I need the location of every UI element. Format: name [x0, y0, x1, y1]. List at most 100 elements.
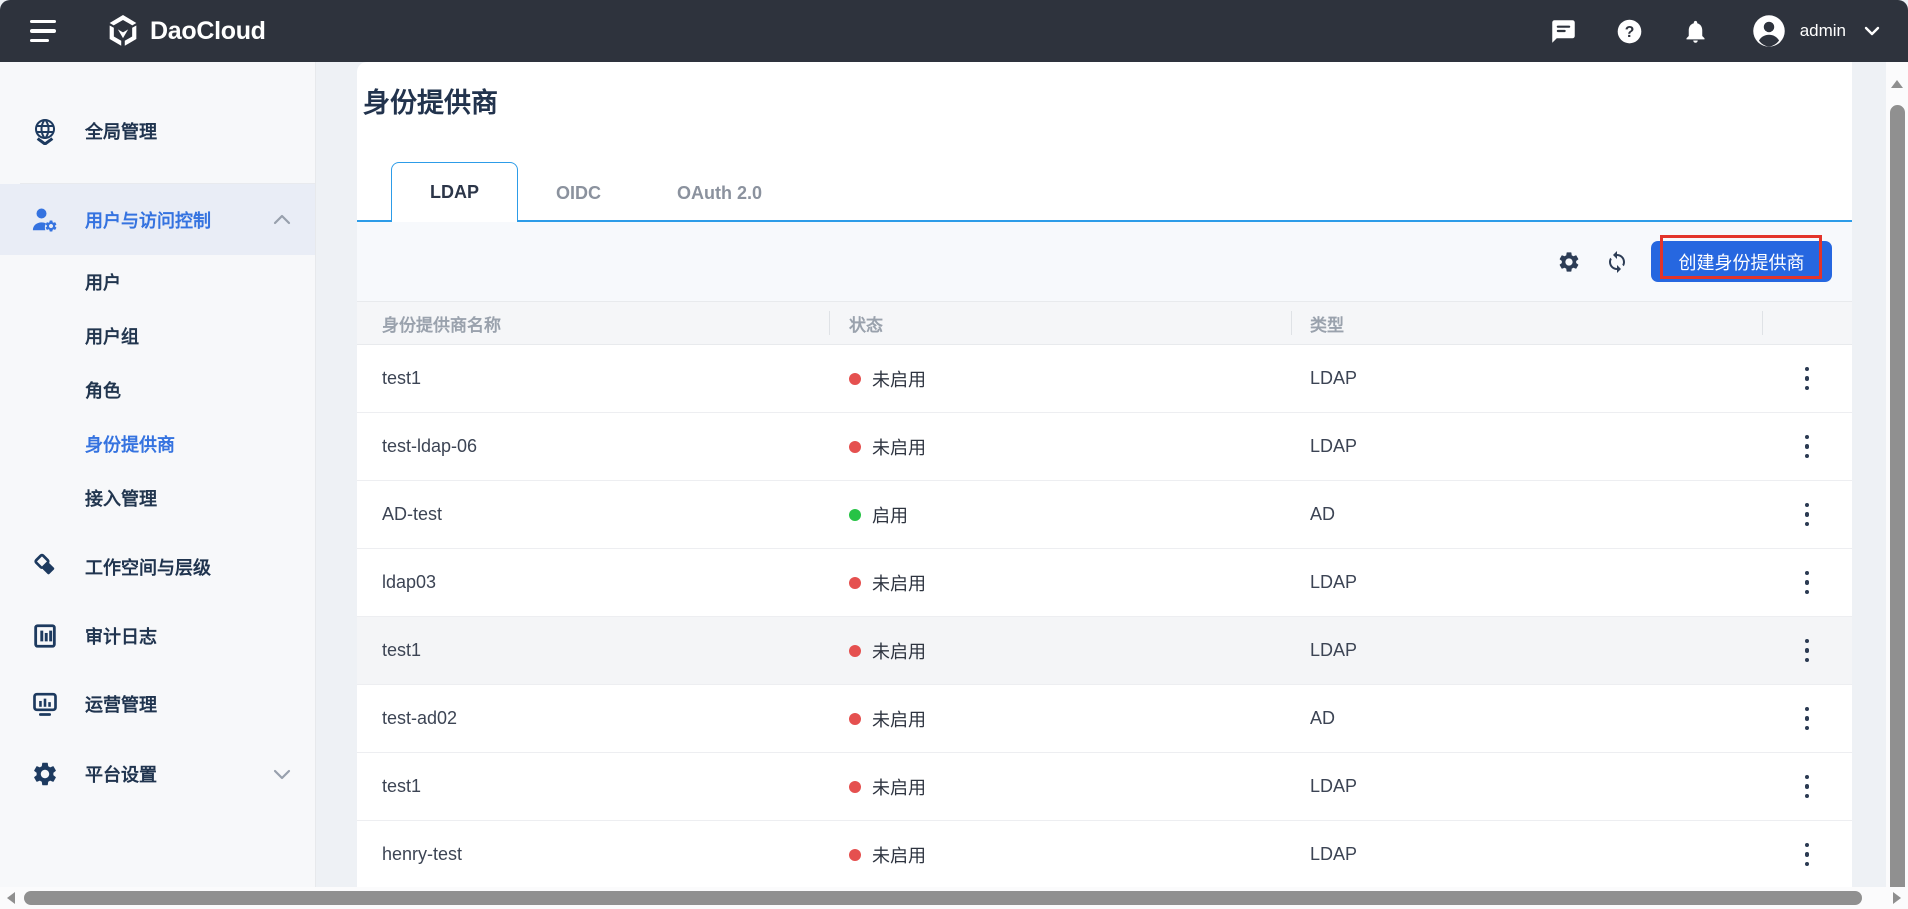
kebab-menu-icon[interactable]: [1799, 565, 1816, 601]
workspace-icon: [30, 553, 60, 581]
kebab-menu-icon[interactable]: [1799, 361, 1816, 397]
create-identity-provider-button[interactable]: 创建身份提供商: [1651, 241, 1832, 282]
topbar-actions: ? admin: [1550, 13, 1880, 49]
brand-logo: DaoCloud: [107, 13, 266, 49]
kebab-menu-icon[interactable]: [1799, 429, 1816, 465]
table-header: 身份提供商名称 状态 类型: [357, 301, 1852, 345]
kebab-menu-icon[interactable]: [1799, 701, 1816, 737]
chevron-up-icon: [273, 214, 291, 225]
status-dot: [849, 780, 861, 793]
table-row[interactable]: test1 未启用 LDAP: [357, 753, 1852, 821]
sidebar-item-label: 身份提供商: [85, 435, 175, 455]
table-toolbar: 创建身份提供商: [357, 222, 1852, 301]
sidebar-item-access-management[interactable]: 接入管理: [0, 471, 315, 525]
kebab-menu-icon[interactable]: [1799, 769, 1816, 805]
sidebar-divider: [20, 183, 315, 184]
status-label: 未启用: [872, 573, 926, 594]
provider-name: test-ldap-06: [382, 436, 478, 456]
status-dot: [849, 440, 861, 453]
user-menu[interactable]: admin: [1751, 13, 1880, 49]
svg-text:?: ?: [1624, 24, 1634, 41]
refresh-button[interactable]: [1605, 250, 1629, 274]
table-row[interactable]: test1 未启用 LDAP: [357, 617, 1852, 685]
table-row[interactable]: test-ad02 未启用 AD: [357, 685, 1852, 753]
scroll-right-arrow-icon[interactable]: [1893, 892, 1901, 904]
sidebar-item-label: 平台设置: [85, 765, 157, 785]
provider-type: LDAP: [1310, 436, 1358, 456]
status-label: 未启用: [872, 777, 926, 798]
sidebar-item-label: 角色: [85, 381, 121, 401]
sidebar-item-identity-providers[interactable]: 身份提供商: [0, 417, 315, 471]
sidebar-item-audit-logs[interactable]: 审计日志: [0, 608, 315, 664]
table-row[interactable]: ldap03 未启用 LDAP: [357, 549, 1852, 617]
chat-icon: [1551, 19, 1575, 43]
globe-icon: [30, 117, 60, 145]
status-label: 未启用: [872, 641, 926, 662]
sidebar-item-global-management[interactable]: 全局管理: [0, 100, 315, 162]
sidebar-item-label: 全局管理: [85, 122, 157, 142]
gear-icon: [1559, 251, 1579, 272]
scroll-up-arrow-icon[interactable]: [1891, 80, 1903, 88]
tab-ldap[interactable]: LDAP: [391, 162, 518, 222]
kebab-menu-icon[interactable]: [1799, 837, 1816, 873]
status-label: 未启用: [872, 437, 926, 458]
provider-name: test1: [382, 776, 422, 796]
provider-type: AD: [1310, 708, 1336, 728]
table-row[interactable]: test-ldap-06 未启用 LDAP: [357, 413, 1852, 481]
provider-type: LDAP: [1310, 368, 1358, 388]
notifications-button[interactable]: [1682, 18, 1709, 45]
chat-button[interactable]: [1550, 18, 1577, 45]
avatar-icon: [1751, 13, 1787, 49]
column-header-type: 类型: [1291, 302, 1762, 344]
sidebar-item-label: 运营管理: [85, 695, 157, 715]
sidebar-item-users[interactable]: 用户: [0, 255, 315, 309]
horizontal-scrollbar-thumb[interactable]: [24, 891, 1862, 905]
provider-type: LDAP: [1310, 776, 1358, 796]
audit-log-icon: [30, 622, 60, 650]
tab-oauth-2-0[interactable]: OAuth 2.0: [677, 182, 763, 203]
sidebar-item-label: 工作空间与层级: [85, 558, 211, 578]
table-row[interactable]: AD-test 启用 AD: [357, 481, 1852, 549]
sidebar-item-label: 用户: [85, 273, 121, 293]
page-title: 身份提供商: [363, 88, 498, 118]
sidebar-item-user-groups[interactable]: 用户组: [0, 309, 315, 363]
sidebar-item-platform-settings[interactable]: 平台设置: [0, 746, 315, 802]
bell-icon: [1686, 20, 1705, 43]
sidebar-item-users-access-control[interactable]: 用户与访问控制: [0, 184, 315, 255]
provider-name: henry-test: [382, 844, 463, 864]
status-dot: [849, 644, 861, 657]
provider-name: test-ad02: [382, 708, 458, 728]
vertical-scrollbar[interactable]: [1886, 62, 1908, 887]
refresh-icon: [1609, 250, 1625, 273]
provider-type: AD: [1310, 504, 1336, 524]
vertical-scrollbar-thumb[interactable]: [1890, 105, 1905, 887]
horizontal-scrollbar[interactable]: [0, 887, 1908, 909]
sidebar-item-workspace-hierarchy[interactable]: 工作空间与层级: [0, 539, 315, 595]
status-dot: [849, 508, 861, 521]
column-header-actions: [1762, 302, 1852, 344]
tab-oidc[interactable]: OIDC: [556, 182, 601, 203]
help-icon: ?: [1617, 19, 1641, 43]
sidebar-item-roles[interactable]: 角色: [0, 363, 315, 417]
sidebar-item-label: 审计日志: [85, 627, 157, 647]
kebab-menu-icon[interactable]: [1799, 633, 1816, 669]
chevron-down-icon: [1864, 26, 1880, 36]
scroll-left-arrow-icon[interactable]: [7, 892, 15, 904]
topbar: DaoCloud ?: [0, 0, 1908, 62]
help-button[interactable]: ?: [1616, 18, 1643, 45]
provider-name: test1: [382, 640, 422, 660]
provider-name: test1: [382, 368, 422, 388]
sidebar-item-label: 接入管理: [85, 489, 157, 509]
status-dot: [849, 848, 861, 861]
table-settings-button[interactable]: [1557, 250, 1581, 274]
status-label: 未启用: [872, 709, 926, 730]
sidebar-item-operations-management[interactable]: 运营管理: [0, 676, 315, 732]
kebab-menu-icon[interactable]: [1799, 497, 1816, 533]
status-label: 未启用: [872, 845, 926, 866]
table-row[interactable]: test1 未启用 LDAP: [357, 345, 1852, 413]
status-dot: [849, 712, 861, 725]
brand-name: DaoCloud: [150, 16, 266, 45]
hamburger-menu-icon[interactable]: [30, 20, 58, 42]
user-gear-icon: [30, 205, 60, 235]
table-row[interactable]: henry-test 未启用 LDAP: [357, 821, 1852, 889]
